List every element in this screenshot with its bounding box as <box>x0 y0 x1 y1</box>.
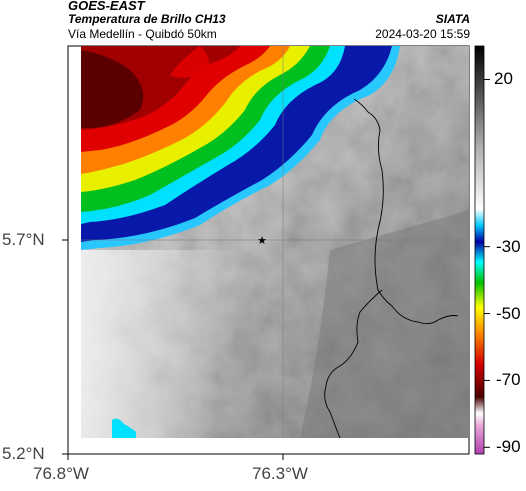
product-title: Temperatura de Brillo CH13 <box>68 12 226 26</box>
satellite-imagery <box>81 46 469 438</box>
satellite-title: GOES-EAST <box>68 0 145 13</box>
colorbar-tick-label: 20 <box>494 69 513 89</box>
reference-point-marker: ★ <box>257 235 267 247</box>
region-subtitle: Vía Medellín - Quibdó 50km <box>68 27 217 41</box>
cold-pixel-patch <box>112 418 136 438</box>
cloud-core <box>81 50 144 128</box>
colorbar-tick-label: -90 <box>496 437 521 457</box>
colorbar-tick-label: -70 <box>496 370 521 390</box>
x-tick-label: 76.3°W <box>252 464 308 483</box>
y-tick-label: 5.7°N <box>2 230 45 249</box>
colorbar-bar <box>474 45 485 455</box>
x-tick-label: 76.8°W <box>33 464 89 483</box>
colorbar-tick-label: -50 <box>496 303 521 323</box>
datetime-label: 2024-03-20 15:59 <box>375 27 470 41</box>
border-line <box>324 98 459 438</box>
colorbar-ticks <box>484 78 490 448</box>
institution-label: SIATA <box>435 12 470 26</box>
y-tick-label: 5.2°N <box>2 444 45 463</box>
colorbar-tick-label: -30 <box>496 236 521 256</box>
